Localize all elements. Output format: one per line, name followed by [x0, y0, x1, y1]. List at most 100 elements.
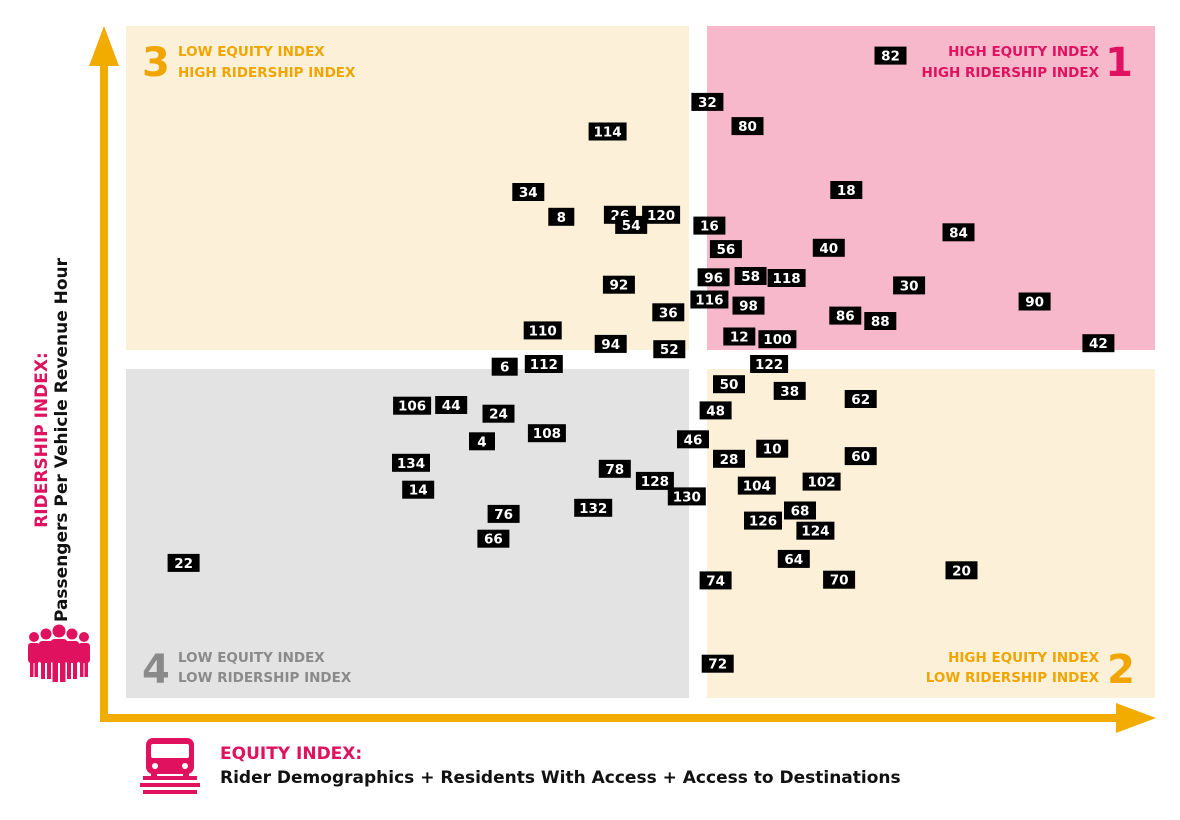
data-point-label: 38 [780, 384, 799, 400]
data-point-label: 72 [708, 657, 727, 673]
data-point-50: 50 [713, 375, 745, 394]
data-point-118: 118 [767, 269, 806, 287]
data-point-marker [750, 355, 789, 373]
data-point-86: 86 [829, 306, 862, 325]
data-point-114: 114 [588, 122, 627, 141]
data-point-marker [732, 296, 765, 315]
data-point-label: 76 [494, 507, 513, 523]
data-point-marker [699, 571, 732, 590]
data-point-label: 92 [610, 278, 629, 294]
data-point-marker [945, 561, 978, 580]
data-point-74: 74 [699, 571, 732, 590]
data-point-label: 20 [952, 563, 971, 579]
data-point-label: 14 [409, 483, 428, 499]
quadrant-1-number: 1 [1105, 40, 1133, 86]
x-axis-arrowhead [1116, 703, 1156, 733]
data-point-label: 62 [851, 392, 870, 408]
data-point-marker [392, 453, 430, 472]
quadrant-3-number: 3 [142, 40, 170, 86]
data-point-marker [697, 268, 730, 287]
data-point-100: 100 [758, 330, 797, 349]
x-axis-title: EQUITY INDEX: Rider Demographics + Resid… [220, 742, 901, 790]
data-point-marker [767, 269, 806, 287]
data-point-marker [602, 275, 635, 294]
data-point-56: 56 [709, 240, 742, 259]
data-point-marker [844, 447, 877, 466]
data-point-132: 132 [574, 498, 613, 517]
data-point-6: 6 [491, 357, 518, 376]
data-point-label: 134 [397, 456, 425, 472]
data-point-marker [713, 449, 745, 468]
data-point-marker [598, 459, 631, 478]
data-point-label: 44 [442, 398, 461, 414]
data-point-124: 124 [796, 521, 835, 540]
data-point-label: 40 [819, 241, 838, 257]
data-point-label: 104 [743, 479, 771, 495]
data-point-label: 70 [830, 573, 849, 589]
data-point-96: 96 [697, 268, 730, 287]
bus-icon [140, 738, 200, 794]
quadrant-2-label-line2: LOW RIDERSHIP INDEX [926, 670, 1100, 686]
data-point-label: 80 [738, 119, 757, 135]
data-point-126: 126 [744, 511, 782, 530]
data-point-label: 86 [836, 309, 855, 325]
data-point-130: 130 [667, 487, 706, 506]
x-axis-title-line2: Rider Demographics + Residents With Acce… [220, 768, 901, 788]
data-point-label: 28 [720, 452, 739, 468]
data-point-24: 24 [482, 404, 515, 423]
data-point-marker [829, 306, 862, 325]
data-point-label: 30 [900, 278, 919, 294]
data-point-72: 72 [701, 654, 734, 673]
data-point-marker [594, 334, 627, 353]
y-axis-title-line2: Passengers Per Vehicle Revenue Hour [52, 257, 72, 623]
data-point-label: 124 [801, 524, 829, 540]
data-point-4: 4 [469, 432, 495, 451]
data-point-marker [731, 117, 764, 136]
data-point-46: 46 [677, 430, 709, 449]
data-point-label: 18 [837, 183, 856, 199]
data-point-62: 62 [844, 390, 877, 408]
data-point-48: 48 [699, 401, 732, 420]
data-point-label: 108 [533, 426, 561, 442]
data-point-marker [691, 92, 724, 111]
data-point-120: 120 [642, 205, 681, 224]
data-point-marker [893, 276, 926, 295]
data-point-label: 102 [808, 475, 836, 491]
data-point-label: 130 [673, 489, 701, 505]
data-point-marker [796, 521, 835, 540]
data-point-label: 34 [519, 185, 538, 201]
data-point-label: 126 [749, 514, 777, 530]
data-point-marker [635, 471, 674, 490]
data-point-label: 36 [659, 305, 678, 321]
data-point-64: 64 [777, 549, 810, 568]
data-point-134: 134 [392, 453, 430, 472]
data-point-label: 50 [720, 377, 739, 393]
data-point-marker [491, 357, 518, 376]
data-point-marker [1082, 334, 1115, 353]
data-point-label: 122 [755, 357, 783, 373]
data-point-label: 58 [741, 269, 760, 285]
data-point-104: 104 [737, 476, 776, 495]
data-point-marker [690, 290, 729, 309]
data-point-label: 74 [706, 573, 725, 589]
data-point-16: 16 [693, 216, 726, 235]
data-point-marker [402, 480, 435, 499]
data-point-label: 128 [641, 474, 669, 490]
data-point-label: 84 [949, 225, 968, 241]
data-point-label: 116 [695, 293, 723, 309]
data-point-label: 110 [529, 323, 557, 339]
data-point-marker [942, 223, 975, 242]
data-point-marker [864, 312, 897, 330]
data-point-label: 64 [784, 552, 803, 568]
data-point-84: 84 [942, 223, 975, 242]
data-point-label: 112 [530, 357, 558, 373]
quadrant-4-label-line1: LOW EQUITY INDEX [178, 650, 325, 666]
data-point-label: 46 [684, 432, 703, 448]
data-point-label: 54 [622, 218, 641, 234]
data-point-label: 68 [791, 504, 810, 520]
y-axis-title-line1: RIDERSHIP INDEX: [32, 352, 52, 528]
data-point-12: 12 [723, 327, 756, 346]
people-group-icon [28, 624, 90, 682]
data-point-102: 102 [802, 472, 841, 491]
